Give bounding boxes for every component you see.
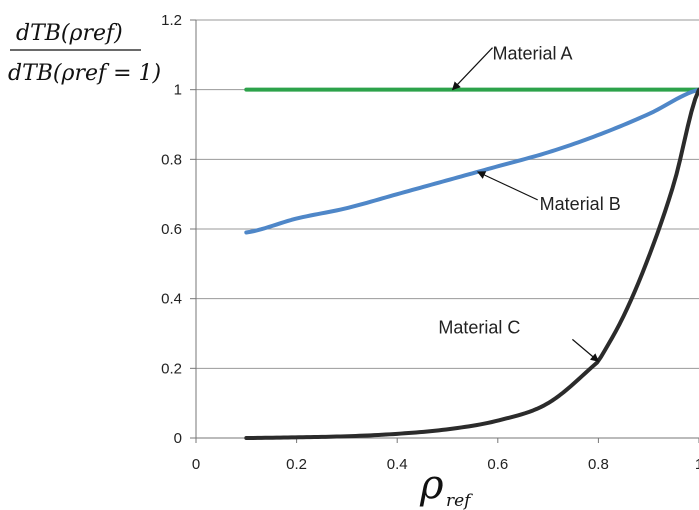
x-tick-label: 0.6 <box>487 456 508 473</box>
y-tick-label: 0.8 <box>161 151 182 168</box>
x-tick-label: 0.8 <box>588 456 609 473</box>
y-tick-label: 1 <box>174 82 182 99</box>
y-tick-label: 1.2 <box>161 12 182 29</box>
x-tick-label: 0.2 <box>286 456 307 473</box>
x-label-main: ρ <box>419 462 444 508</box>
y-label-denominator: dTB(ρref = 1) <box>8 61 161 86</box>
series-line-material-c <box>244 87 699 440</box>
x-label-subscript: ref <box>446 491 473 510</box>
annotation-label: Material A <box>493 44 573 64</box>
annotation-arrow <box>572 338 600 362</box>
y-tick-label: 0.4 <box>161 291 182 308</box>
x-tick-label: 0.4 <box>387 456 408 473</box>
x-tick-label: 0 <box>192 456 200 473</box>
x-axis-label: ρ ref <box>419 462 473 510</box>
series-lines <box>244 87 699 440</box>
annotation-label: Material C <box>438 317 520 337</box>
series-line-material-b <box>244 87 699 235</box>
y-tick-label: 0.6 <box>161 221 182 238</box>
y-label-numerator: dTB(ρref) <box>16 21 123 46</box>
y-tick-labels: 0 0.2 0.4 0.6 0.8 1 1.2 <box>161 12 182 447</box>
annotation-label: Material B <box>540 194 621 214</box>
y-tick-label: 0 <box>174 430 182 447</box>
y-tick-label: 0.2 <box>161 360 182 377</box>
x-tick-label: 1 <box>695 456 699 473</box>
annotation-arrow <box>451 47 493 91</box>
annotation-arrow <box>476 171 538 201</box>
y-axis-label: dTB(ρref) dTB(ρref = 1) <box>8 21 161 86</box>
x-tick-labels: 0 0.2 0.4 0.6 0.8 1 <box>192 456 699 473</box>
axes <box>190 19 699 443</box>
annotations: Material A Material B Material C <box>438 44 621 362</box>
